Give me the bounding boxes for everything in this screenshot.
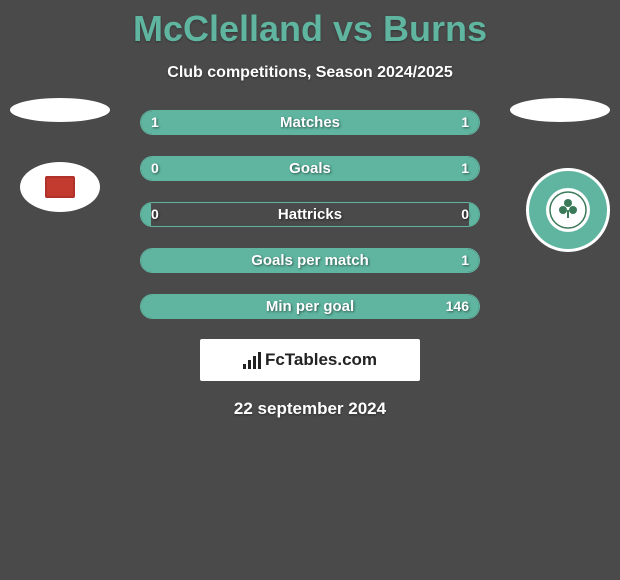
stat-label: Min per goal [141,295,479,318]
club-crest-left-icon [45,176,75,198]
stat-value-right: 0 [461,203,469,226]
logo-bars-icon [243,351,261,369]
stat-row: Goals0 1 [140,156,480,181]
comparison-panel: Matches11Goals01Hattricks00Goals per mat… [0,110,620,419]
stat-value-right: 1 [461,157,469,180]
stat-label: Matches [141,111,479,134]
stat-value-right: 1 [461,249,469,272]
stat-row: Goals per match1 [140,248,480,273]
shamrock-icon [543,185,593,235]
stat-value-right: 1 [461,111,469,134]
stat-value-left: 0 [151,157,159,180]
date-text: 22 september 2024 [0,399,620,419]
stat-row: Matches1 1 [140,110,480,135]
stat-value-right: 146 [446,295,469,318]
stat-row: Min per goal146 [140,294,480,319]
stat-label: Hattricks [141,203,479,226]
stat-value-left: 1 [151,111,159,134]
branding-text: FcTables.com [265,350,377,370]
stat-label: Goals [141,157,479,180]
branding-logo: FcTables.com [200,339,420,381]
stat-label: Goals per match [141,249,479,272]
stats-list: Matches11Goals01Hattricks00Goals per mat… [140,110,480,319]
stat-value-left: 0 [151,203,159,226]
page-title: McClelland vs Burns [0,0,620,50]
stat-row: Hattricks0 0 [140,202,480,227]
club-crest-left [20,162,100,212]
player-right-badge [510,98,610,122]
subtitle: Club competitions, Season 2024/2025 [0,64,620,82]
player-left-badge [10,98,110,122]
club-crest-right [526,168,610,252]
